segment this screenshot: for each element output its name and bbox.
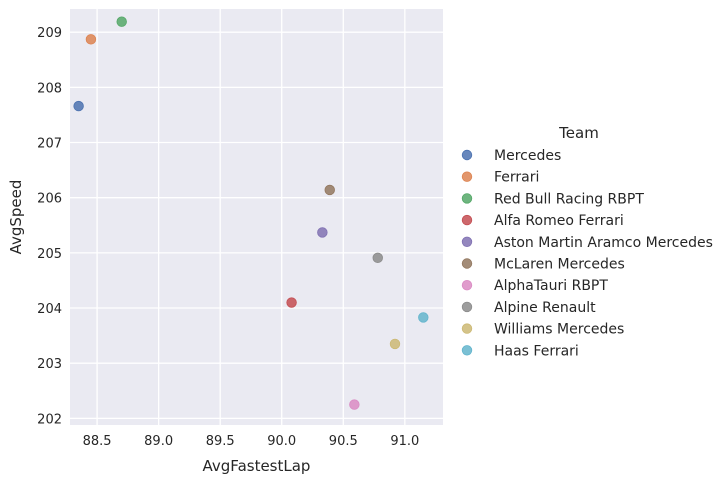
data-point xyxy=(389,338,401,350)
data-point xyxy=(349,399,360,410)
x-tick-label: 89.0 xyxy=(144,434,173,449)
legend-marker xyxy=(461,171,473,182)
legend: Team Mercedes Ferrari Red Bull Racing RBPT… xyxy=(461,124,713,359)
data-point xyxy=(116,16,127,27)
y-tick-label: 203 xyxy=(37,357,62,372)
legend-marker xyxy=(461,236,473,248)
data-point xyxy=(418,312,429,323)
legend-marker xyxy=(461,345,473,356)
legend-label: McLaren Mercedes xyxy=(494,257,625,273)
legend-label: Williams Mercedes xyxy=(494,322,624,338)
x-tick-label: 89.5 xyxy=(206,434,235,449)
data-point xyxy=(85,34,97,45)
data-points xyxy=(73,16,429,410)
y-tick-label: 207 xyxy=(37,137,62,152)
legend-label: Aston Martin Aramco Mercedes xyxy=(494,235,713,251)
legend-label: Alfa Romeo Ferrari xyxy=(494,213,624,229)
data-point xyxy=(286,297,297,308)
y-tick-label: 208 xyxy=(37,81,62,96)
y-tick-label: 205 xyxy=(37,247,62,262)
legend-marker xyxy=(461,323,473,334)
x-tick-label: 88.5 xyxy=(83,434,112,449)
legend-label: AlphaTauri RBPT xyxy=(494,278,608,294)
y-tick-label: 202 xyxy=(37,412,62,427)
x-axis-label: AvgFastestLap xyxy=(203,457,311,475)
legend-title: Team xyxy=(558,124,599,142)
legend-label: Alpine Renault xyxy=(494,300,596,316)
x-tick-label: 91.0 xyxy=(390,434,419,449)
data-point xyxy=(324,184,335,196)
data-point xyxy=(73,100,84,112)
x-tick-label: 90.5 xyxy=(329,434,358,449)
legend-label: Red Bull Racing RBPT xyxy=(494,191,644,207)
y-tick-labels: 202 203 204 205 206 207 208 209 xyxy=(37,26,62,427)
y-tick-label: 206 xyxy=(37,192,62,207)
legend-marker xyxy=(461,280,473,291)
legend-label: Mercedes xyxy=(494,148,561,164)
y-tick-label: 204 xyxy=(37,302,62,317)
legend-marker xyxy=(461,214,473,226)
x-tick-labels: 88.5 89.0 89.5 90.0 90.5 91.0 xyxy=(83,434,420,449)
grid-lines xyxy=(70,9,443,425)
data-point xyxy=(317,227,328,238)
y-tick-label: 209 xyxy=(37,26,62,41)
legend-label: Ferrari xyxy=(494,170,539,186)
legend-marker xyxy=(461,258,473,269)
legend-marker xyxy=(461,301,473,313)
legend-marker xyxy=(461,149,473,161)
y-axis-label: AvgSpeed xyxy=(7,180,25,255)
legend-label: Haas Ferrari xyxy=(494,343,579,359)
legend-marker xyxy=(461,193,473,204)
x-tick-label: 90.0 xyxy=(267,434,296,449)
data-point xyxy=(372,252,383,264)
plot-background xyxy=(70,9,443,425)
